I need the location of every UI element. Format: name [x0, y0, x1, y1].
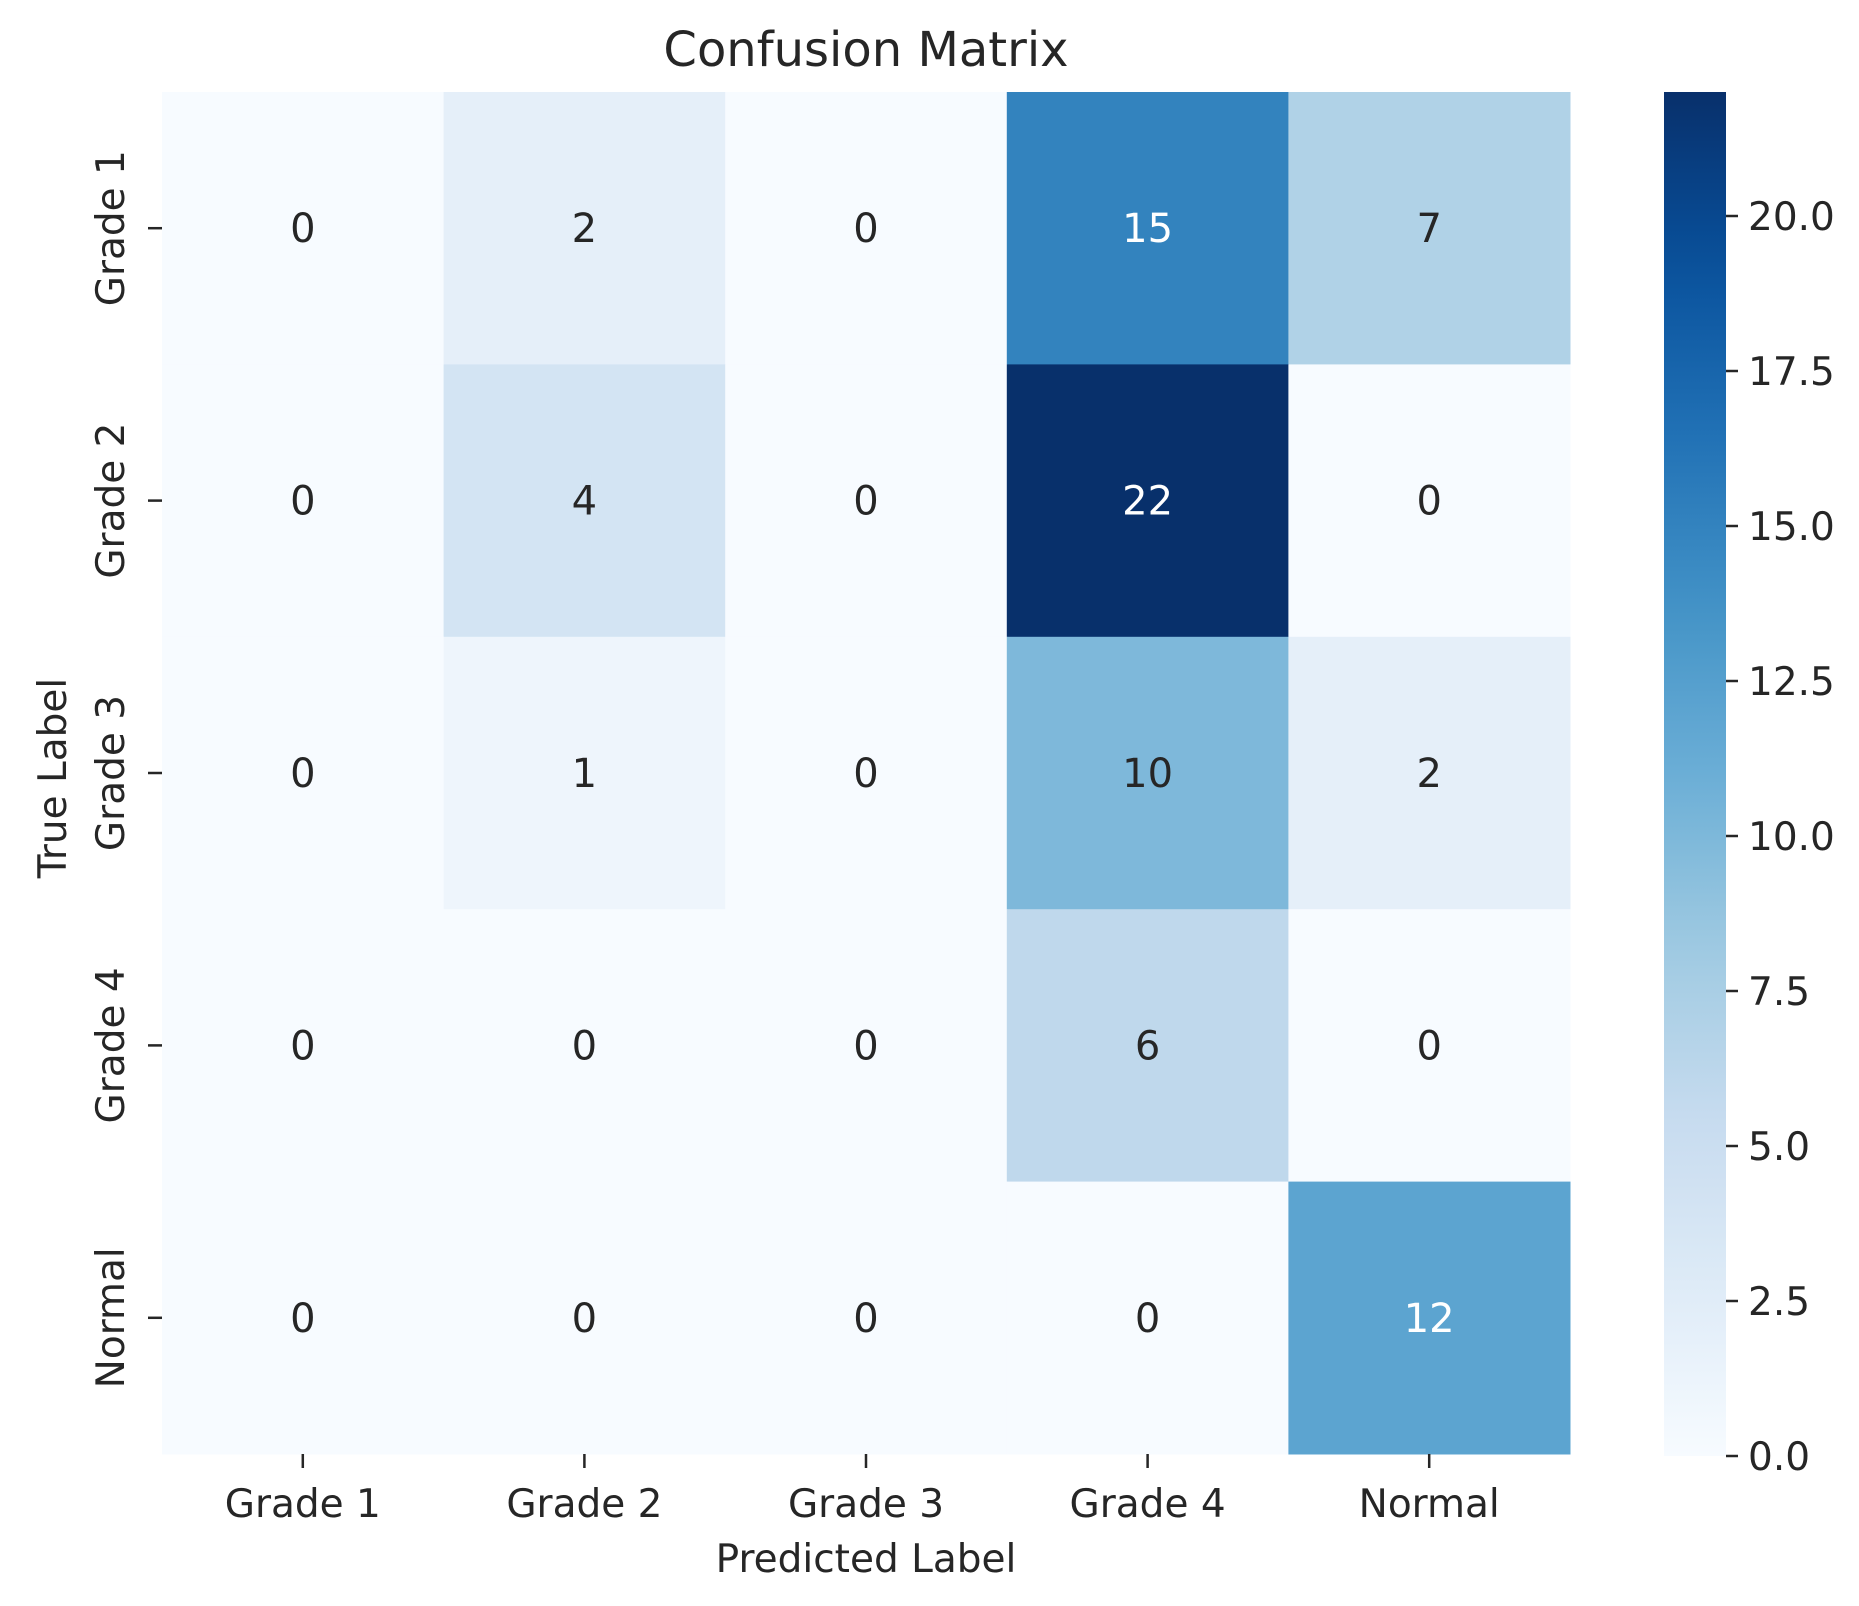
heatmap-cell	[1288, 364, 1571, 638]
heatmap-cell	[162, 909, 445, 1183]
heatmap-cell	[725, 636, 1008, 910]
cell-value-label: 0	[572, 1023, 597, 1069]
cell-value-label: 1	[572, 751, 597, 797]
cell-value-label: 0	[572, 1296, 597, 1342]
heatmap-cell	[1288, 636, 1571, 910]
y-tick-label: Grade 3	[89, 695, 134, 851]
x-axis: Grade 1 Grade 2 Grade 3 Grade 4 Normal	[225, 1454, 1500, 1527]
cell-value-label: 6	[1135, 1023, 1160, 1069]
cell-value-label: 10	[1122, 751, 1173, 797]
cell-value-label: 0	[853, 206, 878, 252]
colorbar-gradient	[1664, 92, 1726, 1456]
heatmap-cell	[1006, 364, 1289, 638]
x-tick-label: Normal	[1359, 1482, 1500, 1527]
heatmap-cell	[162, 636, 445, 910]
heatmap-cell	[443, 636, 726, 910]
x-axis-label: Predicted Label	[716, 1537, 1017, 1582]
y-tick-label: Grade 2	[89, 423, 134, 579]
heatmap-cell	[725, 909, 1008, 1183]
colorbar-tick-label: 10.0	[1748, 815, 1835, 860]
cell-value-label: 0	[853, 751, 878, 797]
colorbar-tick-label: 12.5	[1748, 660, 1835, 705]
colorbar-tick-label: 17.5	[1748, 350, 1835, 395]
y-axis-label: True Label	[31, 678, 76, 879]
cell-value-label: 0	[290, 1296, 315, 1342]
cell-value-label: 7	[1416, 206, 1441, 252]
y-tick-label: Grade 4	[89, 967, 134, 1123]
cell-value-label: 4	[572, 479, 597, 525]
x-tick-label: Grade 1	[225, 1482, 381, 1527]
cell-value-label: 22	[1122, 479, 1173, 525]
heatmap-cell	[725, 364, 1008, 638]
chart-title: Confusion Matrix	[663, 22, 1068, 78]
y-tick-label: Grade 1	[89, 150, 134, 306]
heatmap-cell	[443, 92, 726, 365]
heatmap-cell	[1006, 1181, 1289, 1455]
heatmap-cell	[162, 92, 445, 365]
heatmap-cell	[443, 1181, 726, 1455]
colorbar-tick-label: 0.0	[1748, 1435, 1810, 1480]
cell-value-label: 0	[853, 479, 878, 525]
cell-annotations: 0 2 0 15 70 4 0 22 00 1 0 10 20 0 0 6 00 0 0 0 12	[290, 206, 1455, 1342]
heatmap-cell	[1006, 636, 1289, 910]
colorbar-tick-label: 7.5	[1748, 970, 1810, 1015]
cell-value-label: 15	[1122, 206, 1173, 252]
cell-value-label: 0	[290, 751, 315, 797]
heatmap-cell	[1288, 909, 1571, 1183]
cell-value-label: 0	[1416, 479, 1441, 525]
cell-value-label: 0	[1416, 1023, 1441, 1069]
cell-value-label: 0	[290, 479, 315, 525]
cell-value-label: 0	[290, 206, 315, 252]
cell-value-label: 0	[853, 1023, 878, 1069]
cell-value-label: 12	[1404, 1296, 1455, 1342]
cell-value-label: 0	[290, 1023, 315, 1069]
y-tick-label: Normal	[89, 1247, 134, 1388]
heatmap-cell	[443, 364, 726, 638]
heatmap-cell	[725, 92, 1008, 365]
heatmap-cell	[162, 364, 445, 638]
cell-value-label: 0	[853, 1296, 878, 1342]
colorbar-tick-label: 5.0	[1748, 1125, 1810, 1170]
cell-value-label: 2	[572, 206, 597, 252]
heatmap-cell	[1288, 92, 1571, 365]
cell-value-label: 0	[1135, 1296, 1160, 1342]
colorbar-tick-label: 20.0	[1748, 195, 1835, 240]
x-tick-label: Grade 4	[1070, 1482, 1226, 1527]
heatmap-cells	[162, 92, 1571, 1455]
x-tick-label: Grade 2	[506, 1482, 662, 1527]
x-tick-label: Grade 3	[788, 1482, 944, 1527]
heatmap-cell	[725, 1181, 1008, 1455]
y-axis: Grade 1 Grade 2 Grade 3 Grade 4 Normal	[89, 150, 162, 1388]
colorbar-tick-label: 2.5	[1748, 1280, 1810, 1325]
heatmap-cell	[1006, 92, 1289, 365]
heatmap-cell	[162, 1181, 445, 1455]
heatmap-cell	[1006, 909, 1289, 1183]
cell-value-label: 2	[1416, 751, 1441, 797]
heatmap-cell	[1288, 1181, 1571, 1455]
colorbar: 0.0 2.5 5.0 7.5 10.0 12.5 15.0 17.5 20.0	[1664, 92, 1835, 1480]
heatmap-cell	[443, 909, 726, 1183]
colorbar-tick-label: 15.0	[1748, 505, 1835, 550]
